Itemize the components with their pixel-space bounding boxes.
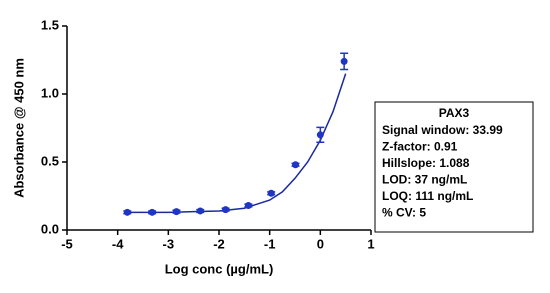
- data-point: [244, 202, 252, 210]
- x-tick-label: 1: [367, 236, 374, 251]
- annotation-line: Z-factor: 0.91: [382, 140, 458, 154]
- data-point: [267, 189, 275, 197]
- x-tick-label: -1: [264, 236, 276, 251]
- annotation-line: % CV: 5: [382, 206, 426, 220]
- data-point: [172, 208, 180, 216]
- x-tick-label: -2: [213, 236, 225, 251]
- y-axis-label: Absorbance @ 450 nm: [11, 58, 26, 198]
- data-point: [316, 131, 324, 139]
- annotation-line: Signal window: 33.99: [382, 123, 503, 137]
- x-axis-label: Log conc (µg/mL): [165, 261, 274, 276]
- y-tick-label: 1.0: [41, 85, 59, 100]
- y-tick-label: 1.5: [41, 17, 59, 32]
- data-point: [148, 208, 156, 216]
- annotation-box: [374, 101, 534, 233]
- x-tick-label: 0: [317, 236, 324, 251]
- fit-curve: [127, 73, 347, 214]
- data-point: [222, 206, 230, 214]
- data-point: [340, 57, 348, 65]
- annotation-title: PAX3: [439, 106, 470, 120]
- x-tick-label: -5: [61, 236, 73, 251]
- annotation-line: Hillslope: 1.088: [382, 156, 470, 170]
- x-tick-label: -3: [163, 236, 175, 251]
- annotation-line: LOQ: 111 ng/mL: [382, 189, 473, 203]
- y-tick-label: 0.5: [41, 153, 59, 168]
- annotation-line: LOD: 37 ng/mL: [382, 173, 467, 187]
- data-point: [123, 208, 131, 216]
- data-point: [292, 161, 300, 169]
- data-point: [196, 207, 204, 215]
- y-tick-label: 0.0: [41, 221, 59, 236]
- x-tick-label: -4: [112, 236, 124, 251]
